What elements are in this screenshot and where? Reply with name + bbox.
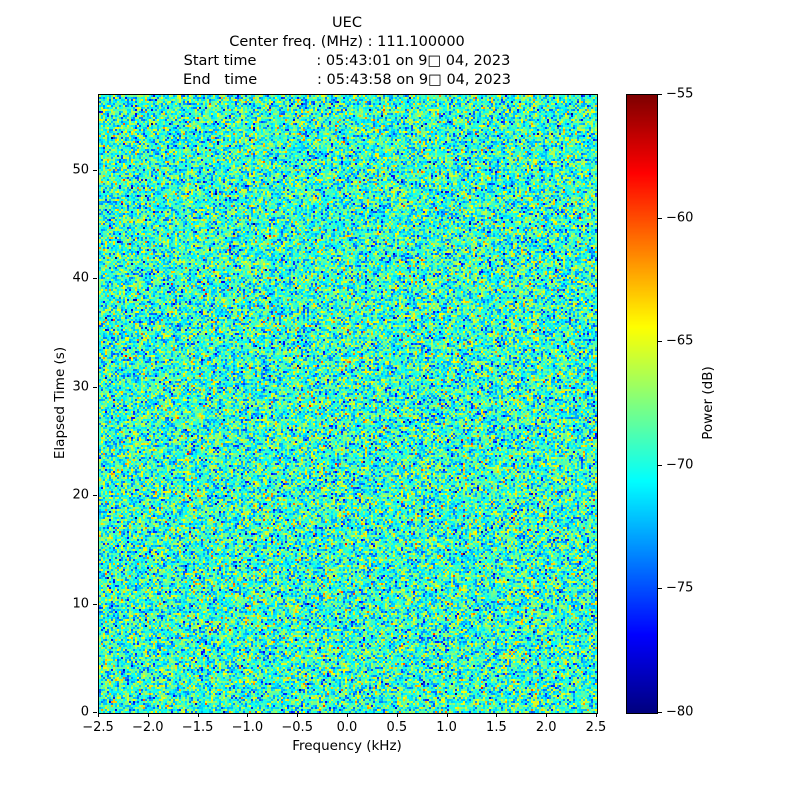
- x-tick-label: 0.0: [336, 720, 358, 735]
- y-tick-label: 0: [80, 704, 89, 720]
- end-time-line: End time : 05:43:58 on 9□ 04, 2023: [182, 72, 512, 88]
- x-tick-label: 2.5: [585, 720, 607, 735]
- y-tick-label: 10: [72, 596, 89, 612]
- x-tick-mark: [98, 713, 99, 717]
- y-tick-mark: [93, 386, 97, 388]
- y-tick-mark: [93, 712, 97, 713]
- spectrogram-heatmap: [99, 95, 597, 713]
- colorbar: [626, 94, 658, 714]
- colorbar-label: Power (dB): [700, 366, 716, 440]
- x-tick-label: 1.5: [486, 720, 507, 735]
- colorbar-gradient: [627, 95, 657, 713]
- x-tick-label: 0.5: [386, 720, 408, 735]
- colorbar-tick-label: −55: [666, 86, 694, 102]
- x-tick-label: −0.5: [281, 720, 313, 735]
- y-tick-label: 20: [72, 487, 89, 503]
- x-tick-mark: [546, 713, 548, 717]
- x-tick-label: 2.0: [535, 720, 557, 735]
- colorbar-tick-label: −75: [666, 580, 694, 596]
- colorbar-tick-mark: [658, 94, 662, 95]
- figure-title: UEC: [332, 15, 362, 31]
- x-tick-mark: [446, 713, 448, 717]
- colorbar-tick-mark: [658, 464, 662, 466]
- x-tick-mark: [596, 713, 597, 717]
- figure-header: UEC Center freq. (MHz) : 111.100000 Star…: [98, 14, 596, 90]
- center-frequency-line: Center freq. (MHz) : 111.100000: [229, 34, 465, 50]
- x-tick-label: −1.0: [231, 720, 264, 735]
- x-tick-label: −2.0: [132, 720, 164, 735]
- x-tick-mark: [297, 713, 299, 717]
- y-tick-mark: [93, 495, 97, 497]
- x-tick-mark: [496, 713, 498, 717]
- start-time-line: Start time : 05:43:01 on 9□ 04, 2023: [183, 53, 511, 69]
- x-tick-mark: [147, 713, 149, 717]
- y-tick-mark: [93, 169, 97, 171]
- colorbar-tick-mark: [658, 341, 662, 343]
- y-tick-mark: [93, 603, 97, 605]
- x-tick-label: −2.5: [82, 720, 114, 735]
- colorbar-tick-label: −80: [666, 704, 694, 720]
- colorbar-tick-mark: [658, 588, 662, 590]
- x-tick-mark: [347, 713, 348, 717]
- spectrogram-plot-area: [98, 94, 598, 714]
- x-tick-mark: [247, 713, 249, 717]
- colorbar-tick-label: −65: [666, 333, 694, 349]
- x-axis-label: Frequency (kHz): [292, 738, 402, 754]
- colorbar-tick-label: −70: [666, 457, 694, 473]
- y-axis-label: Elapsed Time (s): [52, 346, 68, 460]
- x-tick-mark: [396, 713, 398, 717]
- x-tick-mark: [197, 713, 199, 717]
- x-tick-label: −1.5: [181, 720, 214, 735]
- y-tick-label: 50: [72, 162, 89, 178]
- y-tick-label: 30: [72, 379, 89, 395]
- x-tick-label: 1.0: [436, 720, 457, 735]
- colorbar-tick-label: −60: [666, 210, 694, 226]
- colorbar-tick-mark: [658, 217, 662, 219]
- colorbar-tick-mark: [658, 712, 662, 713]
- y-tick-mark: [93, 278, 97, 280]
- y-tick-label: 40: [72, 270, 89, 286]
